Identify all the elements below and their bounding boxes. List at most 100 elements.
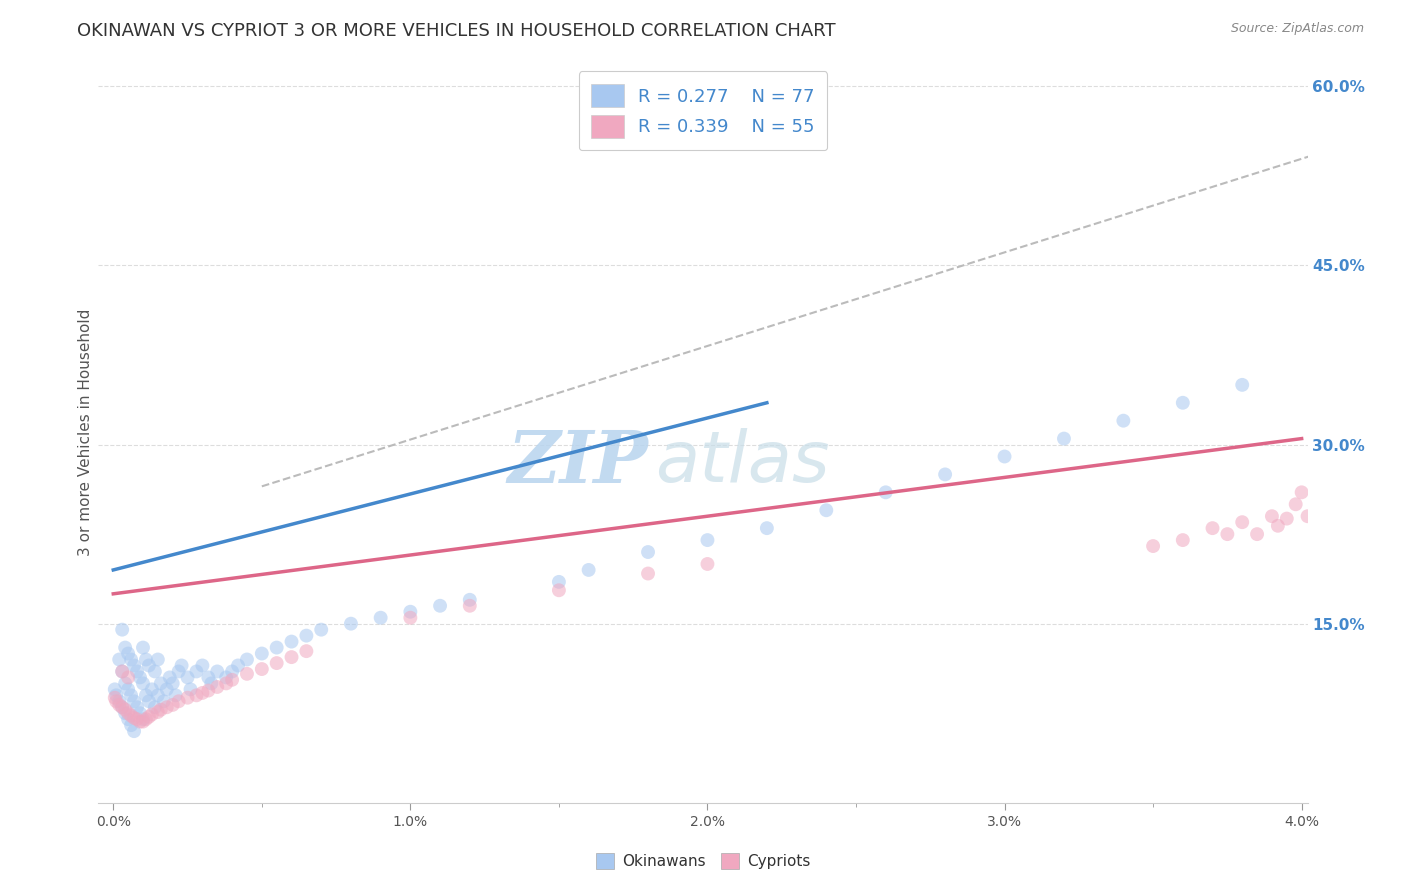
Point xyxy=(114,703,136,717)
Point xyxy=(122,658,145,673)
Point xyxy=(250,662,273,676)
Point xyxy=(186,689,208,703)
Point xyxy=(132,676,155,690)
Point xyxy=(143,665,166,679)
Point xyxy=(120,718,142,732)
Point xyxy=(1267,518,1289,533)
Point xyxy=(117,670,139,684)
Point xyxy=(1305,359,1327,374)
Point xyxy=(138,694,160,708)
Point xyxy=(156,682,179,697)
Point xyxy=(117,682,139,697)
Point xyxy=(129,714,152,729)
Point xyxy=(934,467,956,482)
Point xyxy=(295,629,318,643)
Point xyxy=(108,694,131,708)
Point xyxy=(186,665,208,679)
Point xyxy=(117,706,139,721)
Point xyxy=(637,566,659,581)
Point xyxy=(105,689,128,703)
Point xyxy=(696,533,718,547)
Point xyxy=(111,665,134,679)
Text: atlas: atlas xyxy=(655,428,830,497)
Point xyxy=(125,712,148,726)
Point xyxy=(1326,503,1348,517)
Point xyxy=(266,640,288,655)
Legend: Okinawans, Cypriots: Okinawans, Cypriots xyxy=(589,847,817,875)
Point xyxy=(152,694,174,708)
Point xyxy=(1112,414,1135,428)
Point xyxy=(399,605,422,619)
Point xyxy=(236,666,259,681)
Point xyxy=(197,683,219,698)
Point xyxy=(207,665,229,679)
Point xyxy=(696,557,718,571)
Point xyxy=(143,700,166,714)
Point xyxy=(167,694,190,708)
Point xyxy=(122,724,145,739)
Point xyxy=(1291,485,1313,500)
Point xyxy=(197,670,219,684)
Point xyxy=(146,652,169,666)
Point xyxy=(215,670,238,684)
Point xyxy=(266,656,288,670)
Point xyxy=(111,700,134,714)
Point xyxy=(295,644,318,658)
Text: Source: ZipAtlas.com: Source: ZipAtlas.com xyxy=(1230,22,1364,36)
Point xyxy=(170,658,193,673)
Point xyxy=(1275,511,1298,525)
Point xyxy=(215,676,238,690)
Point xyxy=(176,670,198,684)
Point xyxy=(221,665,243,679)
Point xyxy=(120,689,142,703)
Point xyxy=(429,599,451,613)
Point xyxy=(1246,527,1268,541)
Point xyxy=(114,640,136,655)
Point xyxy=(280,634,302,648)
Point xyxy=(114,706,136,721)
Point xyxy=(120,708,142,723)
Text: ZIP: ZIP xyxy=(508,426,648,498)
Point xyxy=(340,616,363,631)
Point xyxy=(111,700,134,714)
Point xyxy=(167,665,190,679)
Point xyxy=(548,574,571,589)
Point xyxy=(104,690,127,705)
Point xyxy=(176,690,198,705)
Point xyxy=(815,503,838,517)
Point xyxy=(1285,497,1308,511)
Point xyxy=(135,712,157,726)
Point xyxy=(129,706,152,721)
Point xyxy=(162,698,184,712)
Y-axis label: 3 or more Vehicles in Household: 3 or more Vehicles in Household xyxy=(77,309,93,557)
Point xyxy=(236,652,259,666)
Point xyxy=(1296,509,1319,524)
Point xyxy=(114,676,136,690)
Point xyxy=(1171,396,1194,410)
Point xyxy=(180,682,202,697)
Point xyxy=(138,710,160,724)
Point xyxy=(1315,491,1337,506)
Point xyxy=(226,658,249,673)
Point xyxy=(132,640,155,655)
Point xyxy=(578,563,600,577)
Point xyxy=(280,650,302,665)
Point xyxy=(221,673,243,687)
Point xyxy=(370,610,392,624)
Point xyxy=(159,670,181,684)
Point xyxy=(125,665,148,679)
Point xyxy=(548,583,571,598)
Point xyxy=(1216,527,1239,541)
Point xyxy=(399,610,422,624)
Text: OKINAWAN VS CYPRIOT 3 OR MORE VEHICLES IN HOUSEHOLD CORRELATION CHART: OKINAWAN VS CYPRIOT 3 OR MORE VEHICLES I… xyxy=(77,22,837,40)
Point xyxy=(132,714,155,729)
Point xyxy=(993,450,1015,464)
Point xyxy=(129,670,152,684)
Point xyxy=(122,711,145,725)
Point xyxy=(1171,533,1194,547)
Point xyxy=(1261,509,1284,524)
Point xyxy=(755,521,778,535)
Legend: R = 0.277    N = 77, R = 0.339    N = 55: R = 0.277 N = 77, R = 0.339 N = 55 xyxy=(579,71,827,151)
Point xyxy=(117,647,139,661)
Point xyxy=(108,698,131,712)
